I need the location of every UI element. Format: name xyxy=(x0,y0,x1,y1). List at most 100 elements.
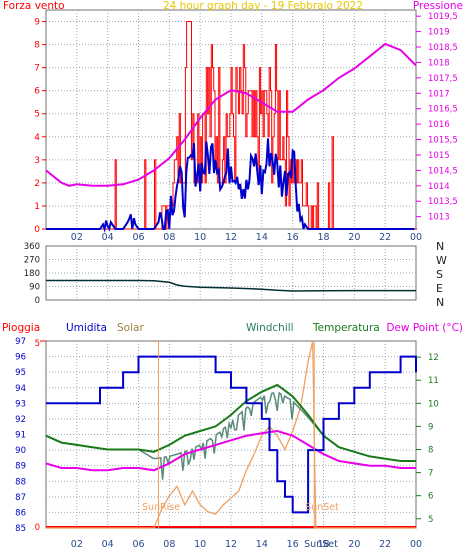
top-right-tick-label: 1013 xyxy=(428,213,450,223)
temperature-tick-label: 6 xyxy=(428,492,433,502)
top-x-tick-label: 08 xyxy=(163,232,175,243)
top-right-tick-label: 1017 xyxy=(428,89,450,99)
bottom-x-tick-label: 18 xyxy=(317,539,329,550)
bottom-x-tick-label: 12 xyxy=(225,539,237,550)
wind-gust-line xyxy=(46,138,415,233)
direction-compass-label: W xyxy=(436,254,447,267)
humidity-tick-label: 96 xyxy=(15,353,26,363)
top-left-tick-label: 7 xyxy=(34,64,40,74)
top-x-tick-label: 04 xyxy=(102,232,114,243)
top-right-tick-label: 1015,5 xyxy=(428,136,458,146)
top-right-tick-label: 1016,5 xyxy=(428,105,458,115)
top-right-tick-label: 1014 xyxy=(428,182,450,192)
direction-compass-label: N xyxy=(436,240,444,253)
top-right-tick-label: 1019 xyxy=(428,28,450,38)
top-left-tick-label: 4 xyxy=(34,133,40,143)
legend-windchill: Windchill xyxy=(246,322,294,334)
top-left-ticks: 0 1 2 3 4 5 6 7 8 9 xyxy=(34,18,46,235)
top-x-tick-label: 00 xyxy=(410,232,422,243)
top-left-tick-label: 9 xyxy=(34,18,40,28)
top-left-label: Forza vento xyxy=(3,0,65,12)
humidity-tick-label: 86 xyxy=(15,508,26,518)
temperature-tick-label: 9 xyxy=(428,422,433,432)
humidity-tick-label: 87 xyxy=(15,493,26,503)
top-x-tick-label: 20 xyxy=(348,232,360,243)
humidity-tick-label: 92 xyxy=(15,415,26,425)
top-x-ticks: 02 04 06 08 10 12 14 16 18 20 22 00 xyxy=(71,232,422,243)
solar-line xyxy=(46,340,416,529)
legend-dewpoint: Dew Point (°C) xyxy=(386,322,463,334)
bottom-x-ticks: 02 04 06 08 10 12 14 16 18 20 22 00 xyxy=(71,539,422,550)
direction-compass-label: E xyxy=(436,282,443,295)
top-right-tick-label: 1016 xyxy=(428,120,450,130)
direction-left-ticks: 0 90 180 270 360 xyxy=(24,242,40,306)
top-x-tick-label: 18 xyxy=(317,232,329,243)
humidity-tick-label: 93 xyxy=(15,399,26,409)
top-right-tick-label: 1019,5 xyxy=(428,12,458,22)
bottom-x-tick-label: 06 xyxy=(132,539,144,550)
bottom-rain-ticks: 05 xyxy=(35,339,46,533)
bottom-left-ticks: 85 86 87 88 89 90 91 92 93 94 95 96 97 xyxy=(15,337,26,534)
bottom-x-tick-label: 00 xyxy=(410,539,422,550)
top-panel: 24 hour graph day - 19 Febbraio 2022 For… xyxy=(3,0,463,243)
direction-tick-label: 180 xyxy=(24,269,40,279)
humidity-tick-label: 90 xyxy=(15,446,26,456)
top-x-tick-label: 12 xyxy=(225,232,237,243)
direction-series xyxy=(46,279,416,292)
direction-tick-label: 360 xyxy=(24,242,40,252)
temperature-tick-label: 10 xyxy=(428,399,439,409)
top-left-tick-label: 8 xyxy=(34,41,40,51)
top-left-tick-label: 3 xyxy=(34,156,40,166)
direction-line xyxy=(46,279,416,292)
top-right-ticks: 1013 1013,5 1014 1014,5 1015 1015,5 1016 1016,5… xyxy=(416,12,458,223)
bottom-x-tick-label: 20 xyxy=(348,539,360,550)
top-right-tick-label: 1013,5 xyxy=(428,197,458,207)
top-right-label: Pressione xyxy=(413,0,463,12)
legend-solar: Solar xyxy=(117,322,144,334)
humidity-tick-label: 88 xyxy=(15,477,26,487)
bottom-x-tick-label: 22 xyxy=(379,539,391,550)
top-left-tick-label: 6 xyxy=(34,87,40,97)
top-left-tick-label: 1 xyxy=(34,202,40,212)
top-x-tick-label: 10 xyxy=(194,232,206,243)
top-x-tick-label: 22 xyxy=(379,232,391,243)
temperature-line xyxy=(45,383,416,462)
top-series xyxy=(45,21,418,233)
rain-tick-label: 5 xyxy=(35,339,40,349)
humidity-tick-label: 85 xyxy=(15,524,26,534)
direction-compass-label: N xyxy=(436,296,444,309)
top-x-tick-label: 06 xyxy=(132,232,144,243)
bottom-series xyxy=(45,340,417,529)
bottom-panel: Pioggia Umidita Solar Windchill Temperat… xyxy=(2,322,463,550)
top-x-tick-label: 14 xyxy=(256,232,268,243)
humidity-tick-label: 97 xyxy=(15,337,26,347)
top-left-tick-label: 0 xyxy=(34,225,40,235)
dewpoint-line xyxy=(45,429,416,472)
legend-umidita: Umidita xyxy=(66,322,107,334)
legend-pioggia: Pioggia xyxy=(2,322,40,334)
temperature-tick-label: 12 xyxy=(428,353,439,363)
top-left-tick-label: 5 xyxy=(34,110,40,120)
bottom-x-tick-label: 14 xyxy=(256,539,268,550)
top-right-tick-label: 1018 xyxy=(428,58,450,68)
top-grid xyxy=(46,10,416,229)
humidity-tick-label: 95 xyxy=(15,368,26,378)
temperature-tick-label: 11 xyxy=(428,376,439,386)
top-x-tick-label: 16 xyxy=(287,232,299,243)
temperature-tick-label: 5 xyxy=(428,515,433,525)
humidity-tick-label: 94 xyxy=(15,384,26,394)
humidity-tick-label: 89 xyxy=(15,462,26,472)
direction-tick-label: 0 xyxy=(35,296,40,306)
bottom-x-tick-label: 08 xyxy=(163,539,175,550)
bottom-x-tick-label: 16 xyxy=(287,539,299,550)
legend-temperatura: Temperatura xyxy=(312,322,380,334)
direction-compass-label: S xyxy=(436,268,443,281)
top-right-tick-label: 1014,5 xyxy=(428,166,458,176)
temperature-tick-label: 7 xyxy=(428,469,433,479)
direction-tick-label: 270 xyxy=(24,256,40,266)
bottom-x-tick-label: 04 xyxy=(102,539,114,550)
